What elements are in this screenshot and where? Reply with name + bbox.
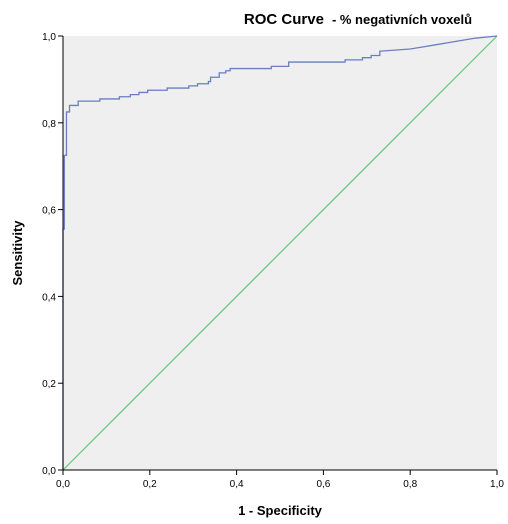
x-tick-label: 0,0 xyxy=(56,479,70,490)
y-tick-label: 0,2 xyxy=(42,379,56,390)
reference-layer xyxy=(62,35,498,471)
x-axis-label: 1 - Specificity xyxy=(238,503,323,518)
roc-layer xyxy=(62,35,498,470)
chart-title-subtitle: - % negativních voxelů xyxy=(332,12,472,27)
reference-diagonal-line xyxy=(62,35,498,471)
x-tick-label: 0,4 xyxy=(230,479,244,490)
axes xyxy=(62,36,497,471)
chart-title: ROC Curve - % negativních voxelů xyxy=(244,11,472,28)
ticks: 0,0 0,2 0,4 0,6 0,8 1,0 0,0 0,2 0,4 0,6 0,8 1,0 xyxy=(42,32,504,490)
chart-title-main: ROC Curve xyxy=(244,11,324,28)
roc-curve-line xyxy=(62,35,498,470)
y-axis-label: Sensitivity xyxy=(10,220,25,286)
y-tick-label: 0,8 xyxy=(42,119,56,130)
x-tick-label: 0,2 xyxy=(143,479,157,490)
x-tick-label: 0,8 xyxy=(403,479,417,490)
y-tick-label: 1,0 xyxy=(42,32,56,43)
x-tick-label: 0,6 xyxy=(316,479,330,490)
y-tick-label: 0,4 xyxy=(42,292,56,303)
y-tick-label: 0,6 xyxy=(42,206,56,217)
y-tick-label: 0,0 xyxy=(42,466,56,477)
x-tick-label: 1,0 xyxy=(490,479,504,490)
